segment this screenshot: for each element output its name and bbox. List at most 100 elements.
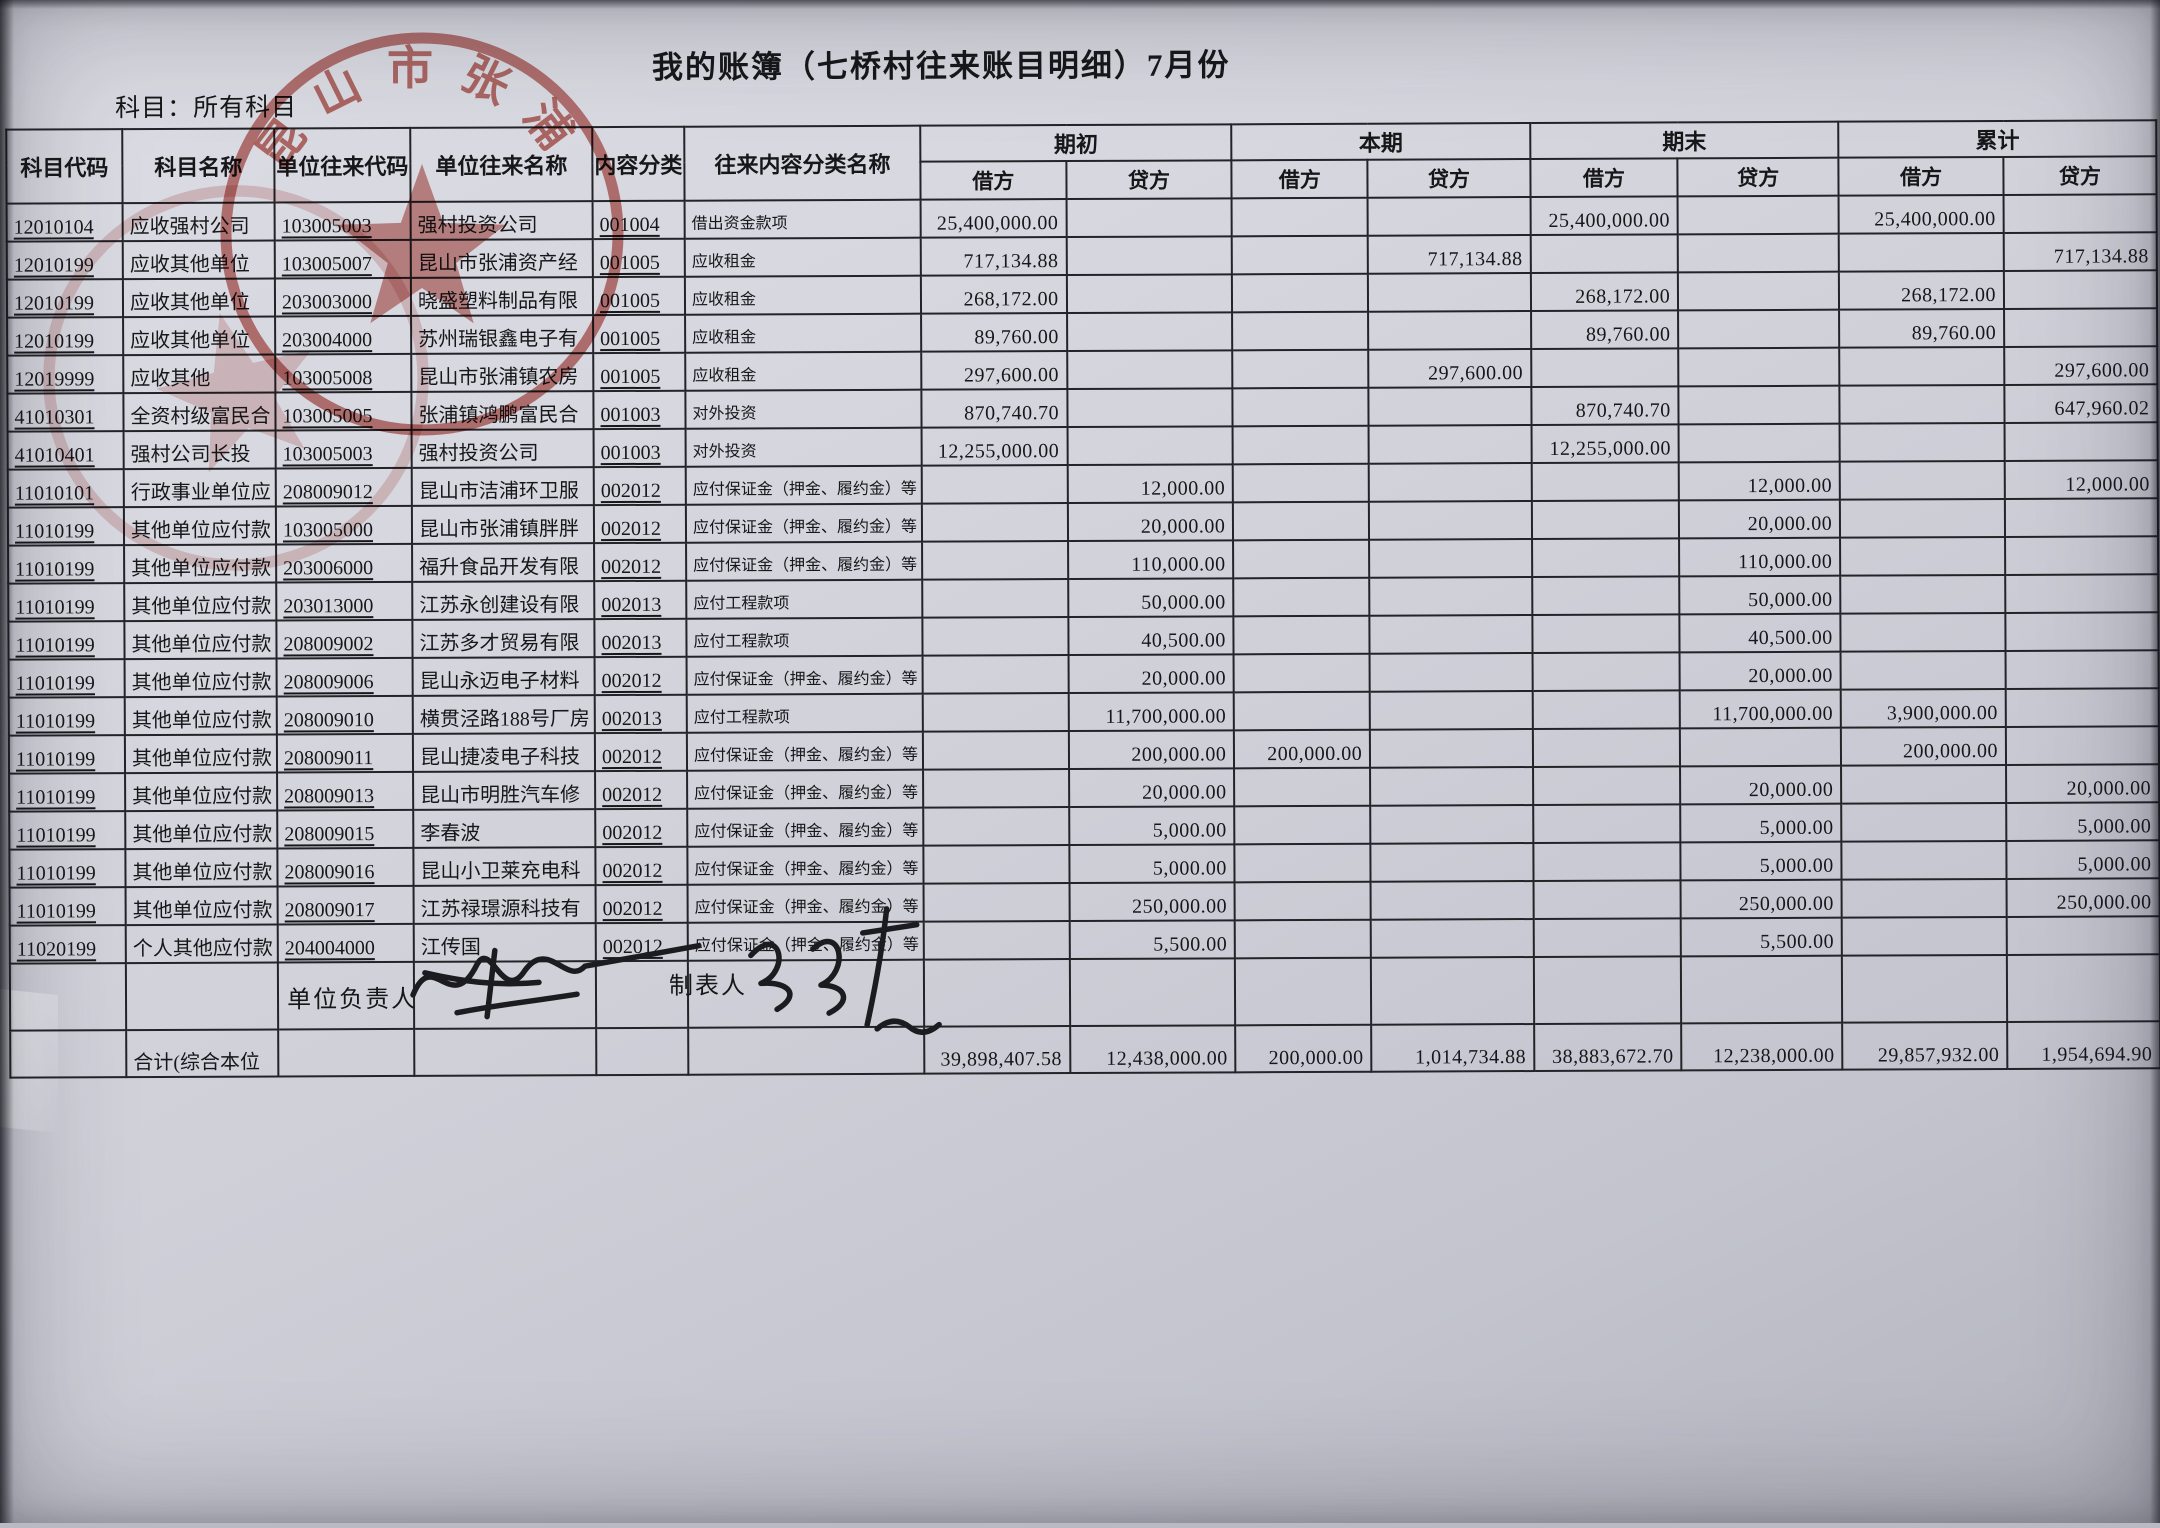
- amount-cell: [1531, 576, 1680, 616]
- ledger-table: 科目代码 科目名称 单位往来代码 单位往来名称 内容分类 往来内容分类名称 期初 本期 期末 累计…: [5, 119, 2160, 1078]
- amount-cell: 50,000.00: [1067, 578, 1234, 618]
- amount-cell: [1678, 385, 1840, 425]
- amount-cell: [2005, 612, 2159, 651]
- amount-cell: 20,000.00: [1068, 768, 1235, 808]
- total-amount-cell: 29,857,932.00: [1842, 1021, 2008, 1070]
- category-code-cell: 001005: [593, 352, 686, 392]
- subject-code-cell: 11010199: [9, 849, 126, 888]
- amount-cell: [1234, 767, 1371, 807]
- amount-cell: 297,600.00: [2004, 346, 2158, 385]
- amount-cell: 3,900,000.00: [1840, 688, 2006, 728]
- subject-code-cell: 12019999: [7, 355, 124, 394]
- unit-code-cell: 208009012: [275, 467, 412, 507]
- amount-cell: 268,172.00: [1530, 272, 1679, 312]
- amount-cell: 200,000.00: [1068, 730, 1235, 770]
- amount-cell: 20,000.00: [2006, 764, 2160, 803]
- responsible-signature: [410, 942, 702, 1020]
- category-code-cell: 002012: [595, 808, 688, 848]
- amount-cell: 89,760.00: [1839, 308, 2005, 348]
- table-body: 12010104 应收强村公司 103005003 强村投资公司 001004 借出资金款…: [6, 194, 2160, 1078]
- group-header: 本期: [1231, 123, 1531, 161]
- amount-cell: [1533, 880, 1681, 920]
- category-code-cell: 002013: [594, 618, 687, 658]
- amount-cell: 200,000.00: [1234, 729, 1371, 769]
- amount-cell: [1370, 729, 1533, 768]
- amount-cell: [922, 617, 1069, 656]
- table-header: 科目代码 科目名称 单位往来代码 单位往来名称 内容分类 往来内容分类名称 期初 本期 期末 累计…: [6, 120, 2157, 204]
- amount-cell: [1370, 805, 1534, 844]
- subject-name-cell: 其他单位应付款: [124, 696, 277, 736]
- category-name-cell: 对外投资: [685, 389, 922, 429]
- amount-cell: 250,000.00: [1069, 882, 1236, 922]
- group-header: 期末: [1529, 121, 1839, 160]
- amount-cell: [1532, 766, 1681, 806]
- amount-cell: [1234, 691, 1371, 731]
- total-amount-cell: 200,000.00: [1235, 1024, 1372, 1073]
- category-name-cell: 应收租金: [685, 351, 922, 391]
- category-code-cell: 002012: [593, 466, 686, 506]
- category-name-cell: 应付保证金（押金、履约金）等: [687, 807, 924, 847]
- unit-code-cell: 208009002: [276, 619, 413, 659]
- amount-cell: [1368, 311, 1531, 350]
- amount-cell: [921, 503, 1068, 542]
- unit-code-cell: 103005005: [275, 391, 412, 431]
- subject-code-cell: 11010199: [8, 545, 125, 584]
- credit-header: 贷方: [2003, 156, 2157, 195]
- amount-cell: [1066, 236, 1233, 276]
- amount-cell: 250,000.00: [1680, 879, 1842, 919]
- category-name-cell: 应收租金: [684, 275, 922, 315]
- empty-cell: [125, 962, 279, 1031]
- amount-cell: 40,500.00: [1679, 613, 1841, 653]
- amount-cell: [1680, 727, 1842, 767]
- amount-cell: [1369, 615, 1533, 654]
- total-amount-cell: 12,238,000.00: [1681, 1022, 1843, 1071]
- amount-cell: [2005, 536, 2159, 575]
- amount-cell: 5,000.00: [1680, 841, 1842, 881]
- unit-code-cell: 203006000: [276, 543, 413, 583]
- total-row: 合计(综合本位 39,898,407.58 12,438,000.00 200,000…: [10, 1021, 2160, 1078]
- amount-cell: [1531, 500, 1680, 540]
- unit-name-cell: 昆山小卫莱充电科: [413, 847, 596, 886]
- credit-header: 贷方: [1367, 159, 1531, 198]
- amount-cell: [1841, 764, 2007, 804]
- amount-cell: [1370, 767, 1533, 806]
- column-header: 内容分类: [592, 126, 685, 202]
- subject-name-cell: 其他单位应付款: [123, 506, 277, 546]
- category-name-cell: 应付保证金（押金、履约金）等: [685, 465, 922, 505]
- unit-code-cell: 208009013: [277, 771, 414, 811]
- unit-name-cell: 李春波: [413, 809, 596, 848]
- amount-cell: [1369, 653, 1533, 692]
- amount-cell: [2004, 498, 2159, 537]
- subject-code-cell: 11010199: [8, 735, 126, 774]
- category-code-cell: 001005: [592, 238, 685, 278]
- amount-cell: [1840, 574, 2006, 614]
- amount-cell: [1232, 235, 1369, 275]
- amount-cell: [1531, 462, 1680, 502]
- category-code-cell: 001003: [593, 390, 686, 430]
- empty-cell: [1533, 956, 1682, 1025]
- amount-cell: [2005, 688, 2159, 727]
- responsible-person-label: 单位负责人: [286, 986, 418, 1014]
- category-code-cell: 001004: [592, 200, 685, 240]
- amount-cell: [1369, 539, 1532, 578]
- unit-code-cell: 208009011: [276, 733, 414, 773]
- subject-name-cell: 其他单位应付款: [125, 848, 278, 888]
- amount-cell: [1840, 612, 2006, 652]
- column-header: 单位往来代码: [274, 127, 411, 203]
- column-header: 科目代码: [6, 129, 123, 204]
- amount-cell: [1231, 197, 1369, 237]
- unit-name-cell: 张浦镇鸿鹏富民合: [411, 391, 594, 430]
- category-code-cell: 002012: [595, 770, 688, 810]
- amount-cell: [1370, 843, 1534, 882]
- subject-code-cell: 11010199: [8, 697, 125, 736]
- amount-cell: [1369, 577, 1533, 616]
- subject-code-cell: 11010199: [8, 659, 125, 698]
- amount-cell: 250,000.00: [2006, 878, 2160, 917]
- subject-code-cell: 11010199: [8, 583, 125, 622]
- amount-cell: 89,760.00: [921, 313, 1067, 352]
- amount-cell: 870,740.70: [921, 389, 1068, 428]
- subject-name-cell: 应收其他单位: [123, 316, 276, 356]
- amount-cell: 20,000.00: [1679, 499, 1841, 539]
- empty-cell: [1069, 958, 1236, 1027]
- amount-cell: [1369, 501, 1532, 540]
